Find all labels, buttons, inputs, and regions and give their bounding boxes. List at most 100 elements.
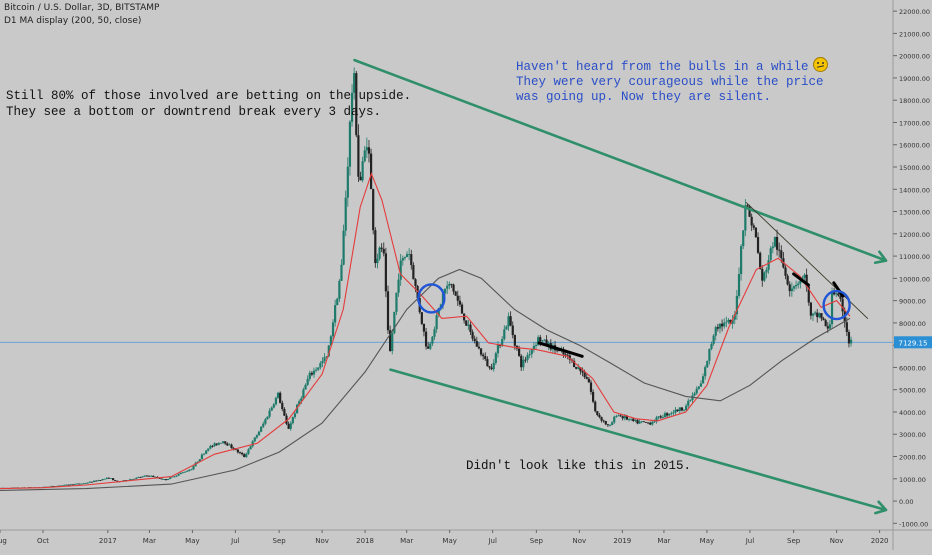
candle-body — [467, 324, 470, 326]
candle-body — [236, 449, 239, 453]
candle-body — [666, 413, 669, 416]
candle-body — [152, 475, 155, 477]
candle-body — [427, 346, 430, 349]
candle-body — [469, 324, 472, 332]
candle-body — [786, 275, 789, 285]
candle-body — [539, 337, 542, 342]
candle-body — [475, 340, 478, 347]
candle-body — [613, 416, 616, 423]
candle-body — [268, 410, 271, 417]
candle-body — [845, 322, 848, 333]
candle-body — [86, 482, 89, 484]
y-tick-label: 3000.00 — [899, 431, 926, 439]
candle-body — [298, 401, 301, 405]
candle-body — [276, 392, 280, 398]
candle-body — [319, 363, 322, 368]
candle-body — [748, 206, 751, 217]
candle-body — [778, 249, 781, 251]
candle-body — [131, 479, 134, 480]
y-tick-label: 16000.00 — [899, 142, 930, 150]
candle-body — [334, 305, 337, 323]
x-tick-label: 2019 — [613, 537, 631, 545]
candle-body — [82, 483, 85, 485]
candle-body — [507, 316, 510, 327]
candle-body — [695, 388, 698, 394]
arrowhead-upper-channel — [873, 250, 888, 265]
candle-body — [623, 416, 626, 419]
candle-body — [251, 441, 254, 447]
candle-body — [249, 446, 252, 450]
candle-body — [589, 382, 593, 392]
candle-body — [141, 476, 144, 478]
y-tick-label: 1000.00 — [899, 476, 926, 484]
candle-body — [160, 478, 163, 480]
candle-body — [99, 480, 102, 482]
highlight-circle — [417, 283, 446, 314]
candle-body — [754, 227, 758, 238]
candle-body — [84, 483, 87, 485]
y-tick-label: 4000.00 — [899, 409, 926, 417]
candle-body — [424, 331, 428, 347]
candle-body — [537, 337, 540, 346]
candle-body — [213, 443, 216, 447]
candle-body — [378, 247, 381, 259]
candle-body — [338, 280, 341, 299]
candle-body — [374, 230, 377, 264]
candle-body — [803, 274, 806, 278]
candle-body — [807, 286, 810, 303]
candle-body — [52, 486, 56, 487]
candle-body — [405, 254, 409, 258]
candle-body — [255, 435, 259, 438]
candle-body — [369, 153, 373, 190]
candle-body — [114, 480, 117, 481]
x-tick-label: Nov — [315, 537, 329, 545]
candle-body — [76, 483, 79, 485]
candle-body — [143, 475, 146, 477]
candle-body — [742, 230, 745, 247]
candle-body — [486, 359, 489, 367]
candle-body — [433, 329, 436, 337]
candle-body — [272, 404, 275, 408]
candle-body — [473, 338, 476, 341]
candle-body — [826, 326, 829, 329]
candle-body — [171, 476, 174, 478]
x-tick-label: 2020 — [871, 537, 889, 545]
candle-body — [399, 260, 402, 280]
candle-body — [230, 444, 233, 449]
candle-body — [640, 421, 643, 423]
y-tick-label: 20000.00 — [899, 53, 930, 61]
candle-body — [198, 459, 201, 462]
current-price-label: 7129.15 — [899, 339, 928, 347]
candle-body — [814, 312, 817, 314]
candle-body — [279, 392, 282, 403]
candle-body — [340, 264, 343, 281]
candle-body — [581, 371, 584, 373]
candle-body — [380, 247, 383, 249]
y-tick-label: -1000.00 — [899, 520, 928, 528]
candle-body — [752, 225, 755, 228]
candle-body — [221, 441, 225, 443]
candle-body — [408, 254, 411, 255]
candle-body — [611, 422, 614, 426]
candle-body — [293, 413, 297, 418]
candle-body — [310, 372, 313, 375]
y-tick-label: 2000.00 — [899, 454, 926, 462]
candle-body — [207, 448, 210, 451]
x-tick-label: Sep — [530, 537, 544, 545]
candle-body — [353, 73, 356, 93]
candle-body — [289, 423, 292, 429]
candle-body — [847, 332, 851, 344]
y-tick-label: 8000.00 — [899, 320, 926, 328]
x-tick-label: Jul — [487, 537, 497, 545]
candle-body — [107, 477, 110, 479]
candle-body — [818, 313, 821, 318]
candle-body — [325, 356, 328, 358]
candle-body — [530, 349, 533, 355]
candle-body — [215, 443, 218, 445]
candle-body — [281, 402, 284, 410]
candle-body — [183, 471, 187, 473]
x-tick-label: Mar — [657, 537, 670, 545]
candle-body — [799, 280, 802, 284]
